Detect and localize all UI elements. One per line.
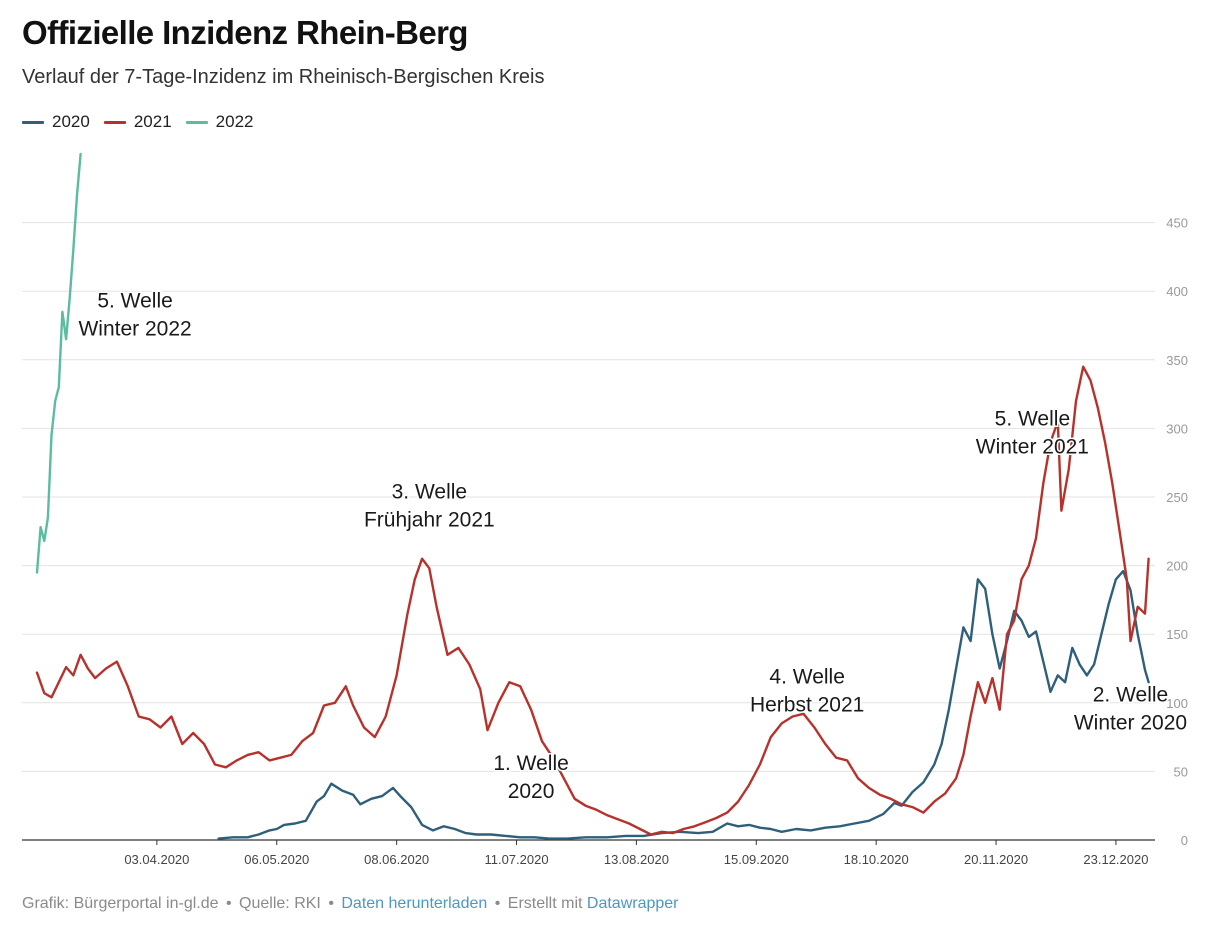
series-line-2021	[35, 365, 1150, 836]
x-tick-label: 20.11.2020	[964, 852, 1028, 867]
annotation-halo: 2. Welle	[1093, 683, 1168, 706]
legend-label-2022: 2022	[215, 112, 254, 131]
annotation-label: 2020	[508, 780, 555, 803]
y-tick-label: 150	[1166, 627, 1188, 642]
y-tick-label: 250	[1166, 490, 1188, 505]
series-line-2020	[217, 569, 1150, 840]
y-tick-label: 400	[1166, 284, 1188, 299]
series-line-2022	[35, 152, 82, 574]
annotation-halo: Frühjahr 2021	[364, 508, 495, 531]
y-tick-label: 0	[1181, 833, 1188, 848]
annotation-halo: Winter 2020	[1074, 711, 1187, 734]
annotation-halo: 3. Welle	[392, 480, 467, 503]
annotation-label: Winter 2021	[976, 436, 1089, 459]
y-tick-label: 200	[1166, 559, 1188, 574]
y-tick-label: 350	[1166, 353, 1188, 368]
footer-separator: •	[328, 895, 334, 912]
y-tick-label: 450	[1166, 216, 1188, 231]
footer-separator: •	[225, 895, 232, 912]
annotation-halo: 5. Welle	[97, 290, 172, 313]
y-tick-label: 300	[1166, 421, 1188, 436]
annotation-halo: 4. Welle	[769, 666, 844, 689]
annotation-label: 4. Welle	[769, 666, 844, 689]
x-tick-label: 06.05.2020	[244, 852, 309, 867]
footer-credit: Grafik: Bürgerportal in-gl.de	[22, 895, 219, 912]
annotation-label: 1. Welle	[493, 752, 568, 775]
annotation-halo: Herbst 2021	[750, 694, 864, 717]
legend-label-2020: 2020	[52, 112, 90, 131]
annotation-halo: 5. Welle	[995, 408, 1070, 431]
download-data-link[interactable]: Daten herunterladen	[341, 895, 488, 912]
datawrapper-link[interactable]: Datawrapper	[586, 895, 679, 912]
annotation-label: Herbst 2021	[750, 694, 864, 717]
footer-created-with: Erstellt mit	[507, 895, 583, 912]
x-tick-label: 23.12.2020	[1083, 852, 1148, 867]
annotation-halo: Winter 2022	[78, 318, 191, 341]
x-tick-label: 18.10.2020	[844, 852, 909, 867]
footer-separator: •	[494, 895, 501, 912]
chart-title: Offizielle Inzidenz Rhein-Berg	[22, 14, 468, 51]
annotation-label: 5. Welle	[995, 408, 1070, 431]
annotation-label: Frühjahr 2021	[364, 508, 495, 531]
annotation-label: Winter 2022	[78, 318, 191, 341]
legend-item-2022: 2022	[185, 112, 254, 132]
footer-source: Quelle: RKI	[239, 895, 321, 912]
legend-label-2021: 2021	[133, 112, 172, 131]
incidence-line-chart: 0 50 100 150 200 250 300 350 400 450 03.04.2020 06.…	[22, 152, 1189, 867]
annotation-halo: 1. Welle	[493, 752, 568, 775]
legend-swatch-2022	[185, 120, 208, 124]
annotation-halo: Winter 2021	[976, 436, 1089, 459]
annotation-label: 5. Welle	[97, 290, 172, 313]
x-tick-label: 11.07.2020	[484, 852, 548, 867]
legend: 2020 2021 2022	[22, 112, 253, 132]
x-tick-label: 08.06.2020	[364, 852, 429, 867]
annotation-label: Winter 2020	[1074, 711, 1187, 734]
footer: Grafik: Bürgerportal in-gl.de • Quelle: …	[22, 895, 679, 913]
legend-swatch-2020	[22, 120, 44, 124]
annotation-label: 3. Welle	[392, 480, 467, 503]
y-tick-label: 100	[1166, 696, 1188, 711]
annotation-label: 2. Welle	[1093, 683, 1168, 706]
y-tick-label: 50	[1174, 764, 1188, 779]
x-tick-label: 03.04.2020	[124, 852, 189, 867]
x-tick-label: 13.08.2020	[604, 852, 669, 867]
legend-item-2021: 2021	[103, 112, 172, 132]
chart-subtitle: Verlauf der 7-Tage-Inzidenz im Rheinisch…	[22, 66, 545, 88]
annotation-halo: 2020	[508, 780, 555, 803]
legend-item-2020: 2020	[22, 112, 90, 132]
legend-swatch-2021	[103, 120, 126, 124]
x-tick-label: 15.09.2020	[724, 852, 789, 867]
